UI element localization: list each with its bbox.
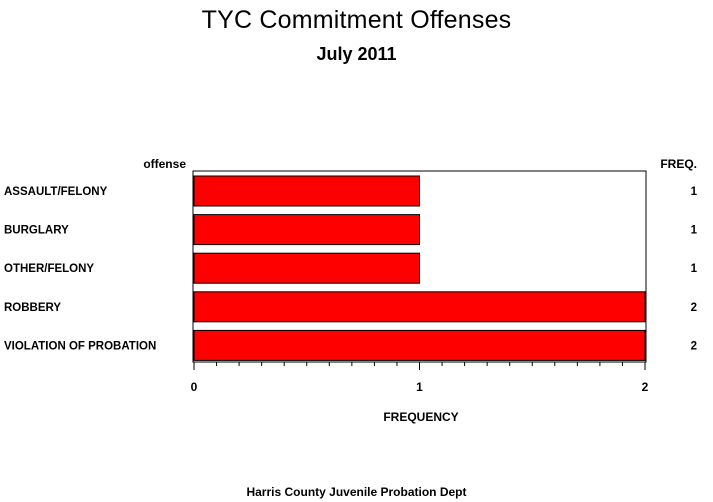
tick-label: 1 bbox=[416, 380, 423, 394]
category-label: ROBBERY bbox=[4, 302, 61, 314]
category-label: VIOLATION OF PROBATION bbox=[4, 340, 156, 352]
value-axis-label: FREQUENCY bbox=[383, 410, 458, 424]
category-axis-label: offense bbox=[143, 157, 186, 171]
tick-label: 2 bbox=[642, 380, 649, 394]
freq-value-label: 1 bbox=[691, 186, 698, 198]
footer-text: Harris County Juvenile Probation Dept bbox=[246, 485, 467, 499]
category-label: OTHER/FELONY bbox=[4, 263, 94, 275]
chart-subtitle: July 2011 bbox=[316, 44, 397, 64]
freq-value-label: 2 bbox=[691, 302, 697, 314]
bar bbox=[193, 291, 646, 323]
chart-title: TYC Commitment Offenses bbox=[201, 6, 512, 34]
bar bbox=[193, 329, 646, 361]
tick-label: 0 bbox=[191, 380, 198, 394]
freq-value-label: 2 bbox=[691, 340, 697, 352]
bar bbox=[193, 252, 420, 284]
bar bbox=[193, 175, 420, 207]
category-label: BURGLARY bbox=[4, 225, 69, 237]
value-axis: 0 1 2 bbox=[191, 361, 649, 394]
bars-layer: ASSAULT/FELONY 1 BURGLARY 1 OTHER/FELONY 1 ROB… bbox=[4, 175, 698, 361]
category-label: ASSAULT/FELONY bbox=[4, 186, 108, 198]
freq-value-label: 1 bbox=[691, 225, 698, 237]
freq-value-label: 1 bbox=[691, 263, 698, 275]
bar bbox=[193, 214, 420, 246]
freq-column-label: FREQ. bbox=[660, 157, 697, 171]
